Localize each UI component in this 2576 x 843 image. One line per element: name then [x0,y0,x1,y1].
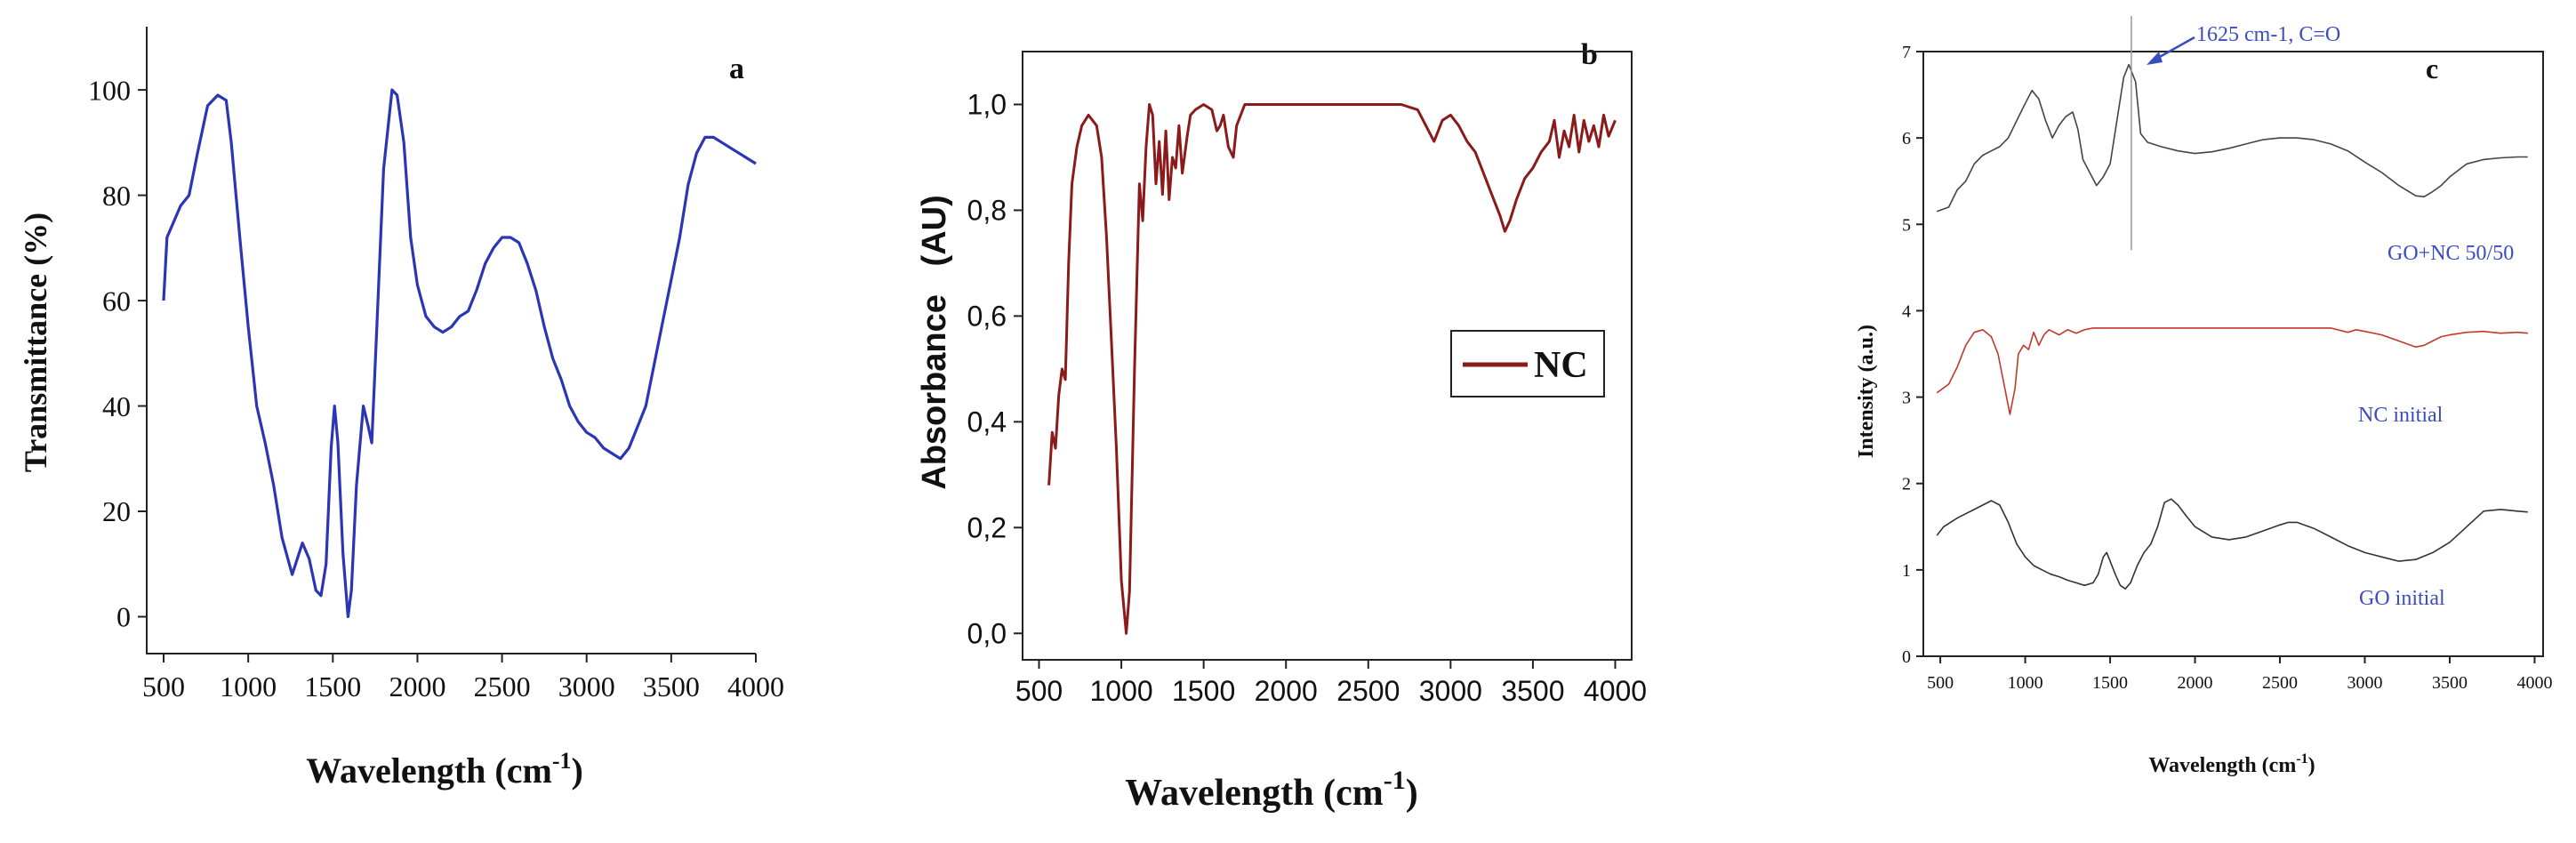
series-line-go-initial [1936,498,2528,590]
series-line-nc-initial [1936,327,2528,415]
y-tick-label: 1,0 [967,89,1007,121]
panel-a-y-ticks: 0 20 40 60 80 100 [88,74,147,633]
x-tick-label: 3000 [1419,675,1482,707]
x-tick-label: 2000 [2178,673,2213,693]
y-tick-label: 0,0 [967,617,1007,649]
y-tick-label: 2 [1902,475,1911,494]
y-tick-label: 0,6 [967,301,1007,333]
x-tick-label: 1000 [2008,673,2043,693]
panel-b-letter: b [1581,38,1598,71]
x-tick-label: 2000 [1255,675,1318,707]
y-tick-label: 0 [116,601,131,633]
panel-a-axes [146,27,756,654]
panel-c-series [1936,63,2528,590]
y-tick-label: 0,4 [967,406,1007,438]
panel-a-y-axis-title: Transmittance (%) [18,213,53,472]
y-tick-label: 0,2 [967,512,1007,544]
y-tick-label: 3 [1902,389,1911,408]
x-tick-label: 500 [1927,673,1954,693]
x-tick-label: 1000 [1089,675,1152,707]
series-line-nc [1047,103,1617,635]
x-tick-label: 1500 [1172,675,1235,707]
series-line-series-0 [162,88,757,619]
y-tick-label: 40 [102,390,131,422]
x-tick-label: 4000 [2516,673,2552,693]
x-tick-label: 2500 [2262,673,2298,693]
y-tick-label: 7 [1902,43,1911,62]
panel-c-annotation: 1625 cm-1, C=O [2147,23,2340,65]
panel-c-chart: c 500 1000 1500 2000 2500 3000 3500 4000 0 1 2 3 4 5… [1855,16,2552,777]
y-tick-label: 0 [1902,647,1911,667]
y-tick-label: 60 [102,285,131,317]
x-tick-label: 3000 [2347,673,2382,693]
panel-b-legend: NC [1450,330,1605,397]
x-tick-label: 500 [1015,675,1063,707]
panel-a-chart: a 500 1000 1500 2000 2500 3000 3500 4000 0 20 40 6… [18,27,784,791]
x-tick-label: 3500 [643,670,700,702]
panel-c-y-axis-title: Intensity (a.u.) [1855,325,1878,458]
panel-c-series-label-go-nc: GO+NC 50/50 [2387,242,2514,265]
x-tick-label: 3000 [558,670,615,702]
panel-a-series [162,88,757,619]
panel-c-series-label-go: GO initial [2359,587,2445,610]
plot-frame [1922,51,2544,657]
panel-b-y-axis-title: Absorbance (AU) [916,195,953,489]
x-tick-label: 1500 [304,670,361,702]
y-tick-label: 0,8 [967,195,1007,227]
y-tick-label: 5 [1902,215,1911,235]
panel-b-y-ticks: 0,0 0,2 0,4 0,6 0,8 1,0 [967,89,1023,649]
arrowhead-icon [2147,52,2163,65]
panel-c-x-ticks: 500 1000 1500 2000 2500 3000 3500 4000 [1927,656,2552,693]
panel-c-series-label-nc: NC initial [2358,404,2444,427]
panel-c-letter: c [2426,52,2438,84]
x-tick-label: 1500 [2092,673,2128,693]
y-tick-label: 6 [1902,129,1911,149]
x-tick-label: 2500 [474,670,531,702]
x-tick-label: 1000 [220,670,277,702]
y-tick-label: 80 [102,180,131,212]
panel-a-letter: a [729,52,744,85]
plot-frame [1022,51,1633,661]
panel-c-x-axis-title: Wavelength (cm-1) [2148,751,2315,777]
panel-b-chart: b 500 1000 1500 2000 2500 3000 3500 4000 0,0 0,2… [916,38,1647,814]
series-line-go-nc-50-50 [1937,63,2528,213]
panel-b-x-ticks: 500 1000 1500 2000 2500 3000 3500 4000 [1015,660,1647,707]
panel-c-annotation-text: 1625 cm-1, C=O [2196,23,2340,46]
x-tick-label: 4000 [727,670,784,702]
y-tick-label: 4 [1902,301,1911,321]
panel-a-x-axis-title: Wavelength (cm-1) [306,748,583,791]
x-tick-label: 4000 [1584,675,1647,707]
panel-b-axes [1022,51,1633,661]
x-tick-label: 3500 [1501,675,1564,707]
panel-a-x-ticks: 500 1000 1500 2000 2500 3000 3500 4000 [142,654,784,702]
panel-b-x-axis-title: Wavelength (cm-1) [1125,766,1417,814]
panel-c-y-ticks: 0 1 2 3 4 5 6 7 [1902,43,1923,667]
axis-lines [146,27,756,654]
x-tick-label: 3500 [2432,673,2468,693]
y-tick-label: 20 [102,495,131,527]
panel-c-axes [1922,51,2544,657]
x-tick-label: 2000 [389,670,445,702]
x-tick-label: 500 [142,670,185,702]
panel-b-legend-label: NC [1534,345,1588,386]
y-tick-label: 1 [1902,561,1911,581]
x-tick-label: 2500 [1336,675,1400,707]
y-tick-label: 100 [88,74,131,106]
panel-b-series [1047,103,1617,635]
